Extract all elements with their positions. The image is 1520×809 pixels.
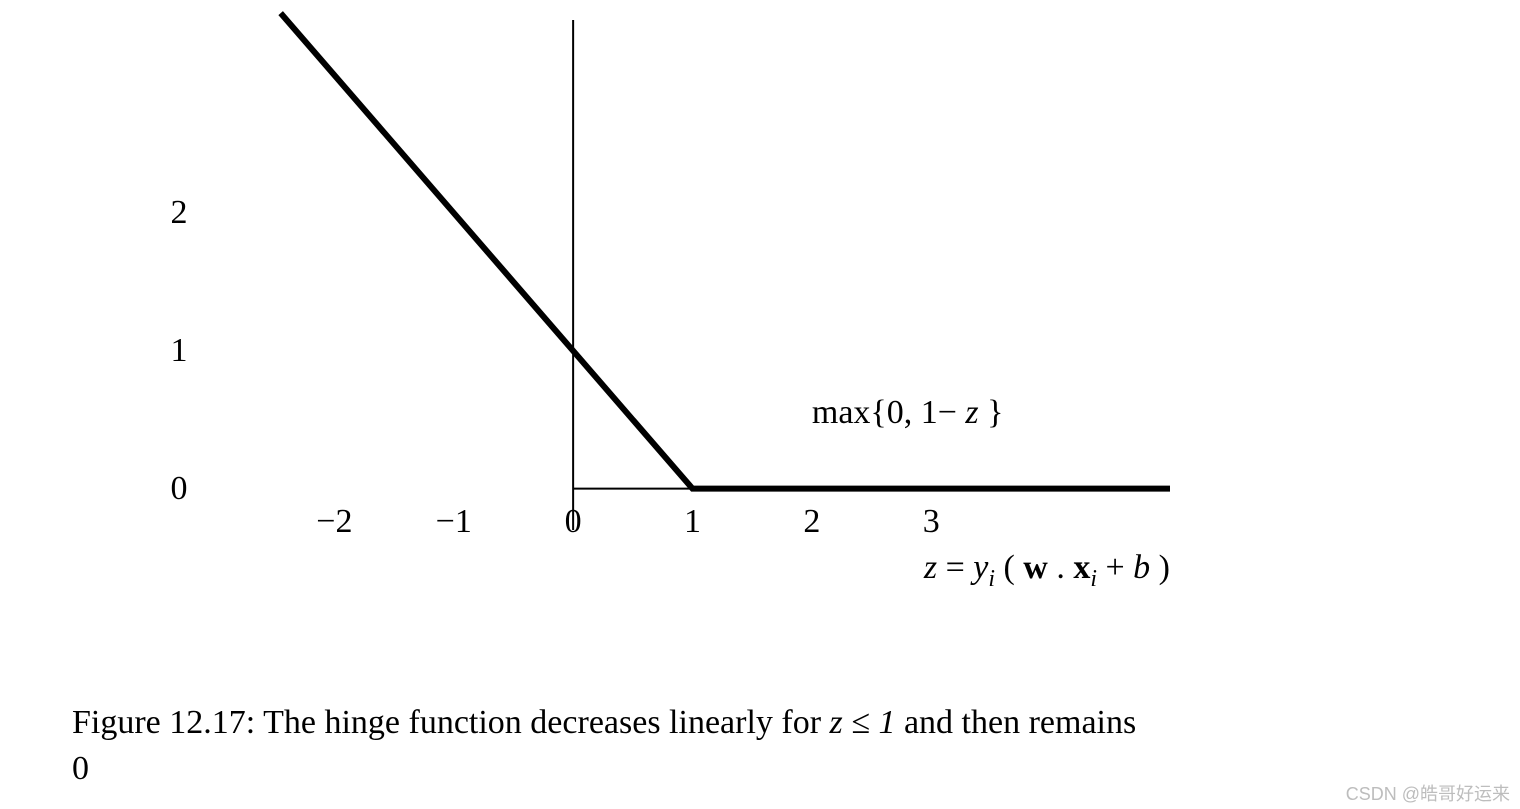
caption-prefix: Figure 12.17:: [72, 704, 263, 741]
x-axis-equation: z = yi ( w . xi + b ): [924, 549, 1170, 593]
x-tick-label: 2: [803, 503, 820, 541]
x-tick-label: 3: [923, 503, 940, 541]
hinge-chart: [215, 20, 1170, 530]
x-tick-label: 1: [684, 503, 701, 541]
x-tick-label: −2: [316, 503, 352, 541]
hinge-formula-label: max{0, 1− z }: [812, 394, 1004, 432]
y-tick-label: 0: [171, 470, 188, 508]
hinge-line: [281, 13, 1170, 489]
chart-svg: [215, 20, 1170, 530]
y-tick-label: 1: [171, 332, 188, 370]
x-tick-label: −1: [436, 503, 472, 541]
x-tick-label: 0: [565, 503, 582, 541]
caption-line1b: and then remains: [895, 704, 1136, 741]
caption-line2: 0: [72, 750, 89, 787]
caption-line1a: The hinge function decreases linearly fo…: [263, 704, 829, 741]
csdn-watermark: CSDN @皓哥好运来: [1346, 780, 1510, 806]
y-tick-label: 2: [171, 194, 188, 232]
page-root: Figure 12.17: The hinge function decreas…: [0, 0, 1520, 809]
caption-math: z ≤ 1: [830, 704, 896, 741]
figure-caption: Figure 12.17: The hinge function decreas…: [72, 700, 1500, 792]
